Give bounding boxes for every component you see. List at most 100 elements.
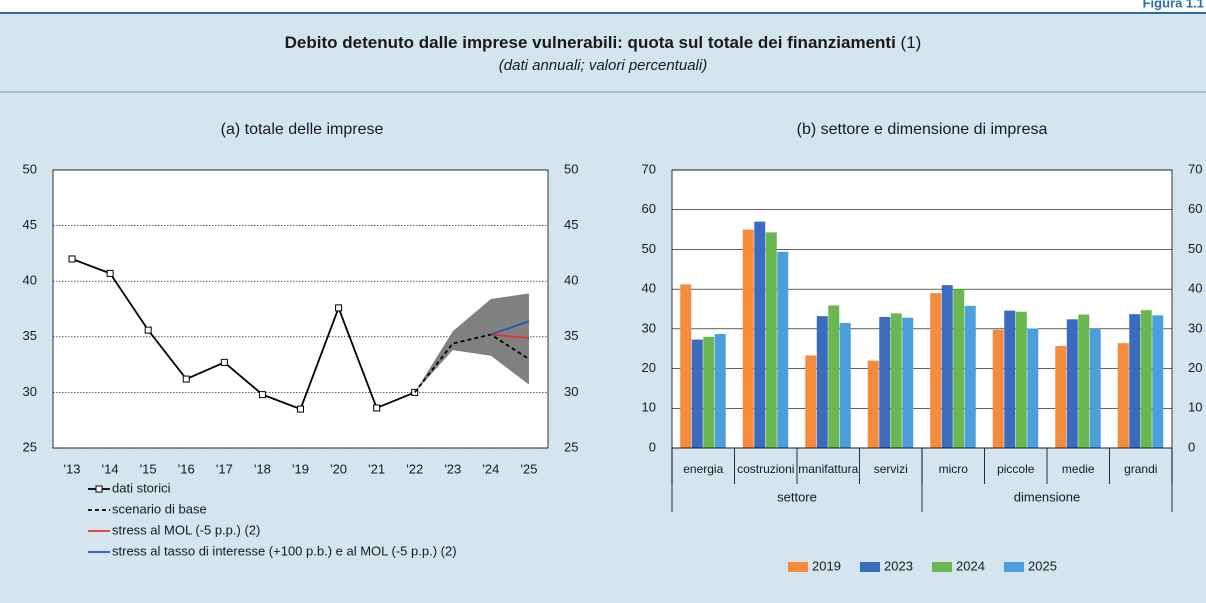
x-tick-label: piccole <box>997 462 1035 476</box>
bar <box>1129 314 1141 448</box>
y2-tick-label: 0 <box>1188 439 1195 454</box>
bar <box>1066 319 1078 448</box>
y2-tick-label: 70 <box>1188 161 1202 176</box>
x-tick-label: '15 <box>140 461 157 476</box>
bar <box>953 289 965 448</box>
y2-tick-label: 30 <box>564 384 578 399</box>
y-tick-label: 40 <box>23 273 37 288</box>
bar <box>1055 345 1067 448</box>
legend-marker <box>95 485 103 493</box>
point-marker <box>220 358 228 366</box>
series-line <box>490 320 530 336</box>
legend-label: stress al MOL (-5 p.p.) (2) <box>112 522 260 537</box>
x-tick-label: manifattura <box>798 462 858 476</box>
bar <box>691 339 703 448</box>
bar <box>742 229 754 448</box>
legend-label: scenario di base <box>112 501 207 516</box>
y-tick-label: 50 <box>23 161 37 176</box>
legend-swatch <box>788 562 808 572</box>
bar <box>1015 311 1027 448</box>
y-tick-label: 35 <box>23 328 37 343</box>
x-tick-label: costruzioni <box>737 462 794 476</box>
point-marker <box>106 269 114 277</box>
plot-area <box>53 170 548 448</box>
y-tick-label: 60 <box>642 201 656 216</box>
point-marker <box>335 304 343 312</box>
bar <box>930 293 942 448</box>
bar <box>902 317 914 448</box>
y2-tick-label: 60 <box>1188 201 1202 216</box>
bar <box>1117 343 1129 448</box>
figure-label: Figura 1.1 <box>1143 0 1204 10</box>
bar <box>1078 314 1090 448</box>
x-tick-label: medie <box>1062 462 1095 476</box>
bar <box>839 322 851 448</box>
y-tick-label: 30 <box>642 320 656 335</box>
subtitle: (dati annuali; valori percentuali) <box>499 57 707 74</box>
legend-label: 2023 <box>884 558 913 573</box>
group-label: settore <box>777 489 817 504</box>
x-tick-label: '20 <box>330 461 347 476</box>
legend-label: 2024 <box>956 558 985 573</box>
plot-frame <box>671 169 1173 449</box>
y2-tick-label: 50 <box>564 161 578 176</box>
bar <box>680 284 692 448</box>
y-tick-label: 70 <box>642 161 656 176</box>
point-marker <box>297 405 304 413</box>
bar <box>765 232 777 448</box>
y-tick-label: 20 <box>642 360 656 375</box>
bar <box>1152 315 1164 448</box>
series-line <box>490 333 530 339</box>
x-tick-label: '13 <box>64 461 81 476</box>
bar <box>992 329 1004 448</box>
plot-frame <box>52 169 549 449</box>
legend-swatch <box>1004 562 1024 572</box>
x-tick-label: '24 <box>482 461 499 476</box>
x-tick-label: '21 <box>368 461 385 476</box>
point-marker <box>373 404 381 412</box>
series-line <box>414 333 530 393</box>
point-marker <box>182 375 190 383</box>
x-tick-label: energia <box>683 462 723 476</box>
bar <box>879 316 891 448</box>
point-marker <box>258 391 266 399</box>
title-main: Debito detenuto dalle imprese vulnerabil… <box>285 33 896 52</box>
y-tick-label: 10 <box>642 400 656 415</box>
series-line <box>71 258 416 411</box>
x-tick-label: '22 <box>406 461 423 476</box>
bar <box>867 360 879 448</box>
bar <box>1089 328 1101 448</box>
chart-title: (a) totale delle imprese <box>221 121 384 138</box>
point-marker <box>144 326 152 334</box>
group-label: dimensione <box>1014 489 1081 504</box>
y-tick-label: 50 <box>642 241 656 256</box>
bar <box>1004 310 1016 448</box>
bar <box>816 316 828 448</box>
legend-swatch <box>860 562 880 572</box>
y2-tick-label: 30 <box>1188 320 1202 335</box>
bar <box>754 221 766 448</box>
x-tick-label: grandi <box>1124 462 1157 476</box>
x-tick-label: '14 <box>102 461 119 476</box>
bar <box>828 305 840 448</box>
point-marker <box>68 255 76 263</box>
y2-tick-label: 10 <box>1188 400 1202 415</box>
bar <box>703 336 715 448</box>
range-area <box>414 293 529 393</box>
x-tick-label: servizi <box>874 462 908 476</box>
bar <box>964 305 976 448</box>
y2-tick-label: 40 <box>564 273 578 288</box>
bar <box>1027 328 1039 448</box>
y-tick-label: 30 <box>23 384 37 399</box>
y-tick-label: 0 <box>649 439 656 454</box>
bar <box>714 334 726 448</box>
bar <box>890 313 902 448</box>
bar <box>941 285 953 448</box>
y-tick-label: 45 <box>23 217 37 232</box>
chart-title: (b) settore e dimensione di impresa <box>797 121 1048 138</box>
bar <box>805 355 817 448</box>
legend-label: 2025 <box>1028 558 1057 573</box>
x-tick-label: '19 <box>292 461 309 476</box>
x-tick-label: '18 <box>254 461 271 476</box>
legend-label: dati storici <box>112 480 171 495</box>
